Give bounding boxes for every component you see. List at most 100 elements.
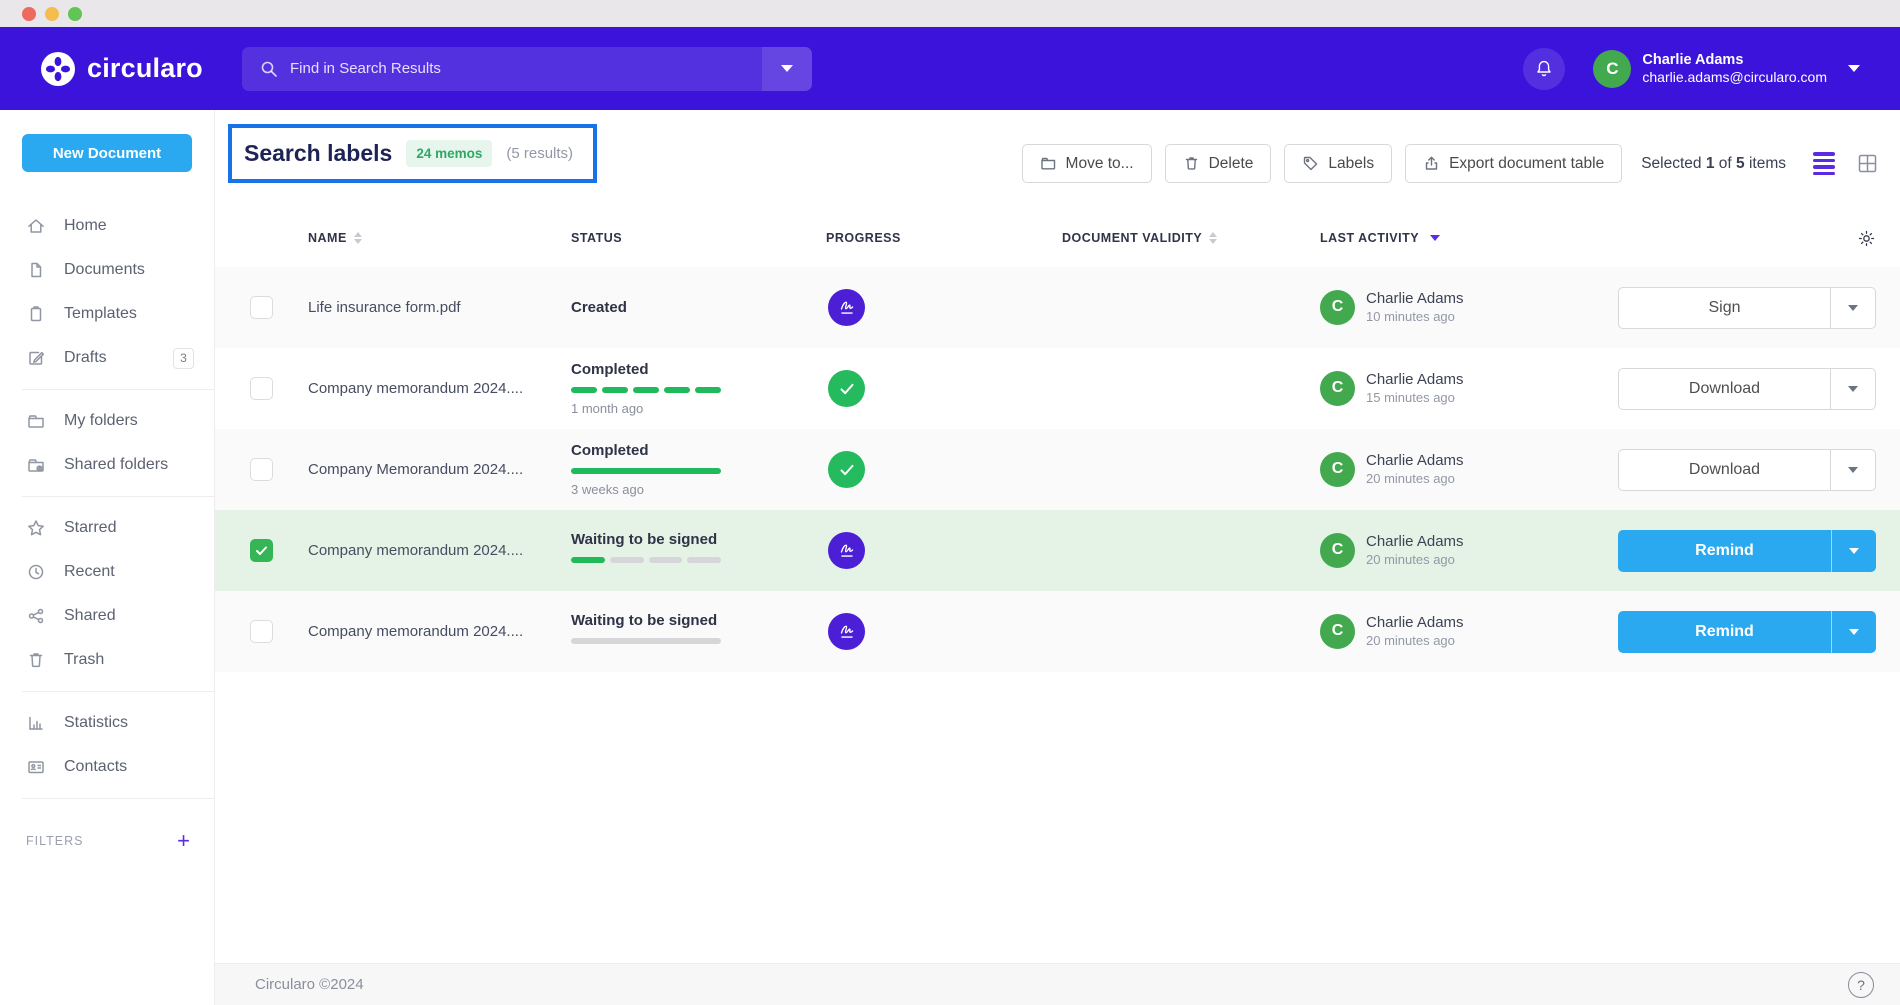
- user-name: Charlie Adams: [1642, 51, 1827, 69]
- table-row[interactable]: Company Memorandum 2024.... Completed 3 …: [215, 429, 1900, 510]
- row-checkbox[interactable]: [250, 296, 273, 319]
- sidebar-item-my-folders[interactable]: My folders: [0, 399, 214, 443]
- check-icon: [836, 378, 858, 400]
- row-action-label[interactable]: Remind: [1618, 530, 1831, 572]
- sidebar-item-label: Templates: [64, 305, 137, 323]
- list-view-toggle[interactable]: [1813, 152, 1835, 175]
- help-button[interactable]: ?: [1848, 972, 1874, 998]
- minimize-window-button[interactable]: [45, 7, 59, 21]
- activity-avatar: C: [1320, 452, 1355, 487]
- grid-view-toggle[interactable]: [1857, 153, 1878, 174]
- sidebar-divider: [22, 798, 214, 799]
- row-action-dropdown-caret[interactable]: [1831, 611, 1876, 653]
- folder-move-icon: [1040, 155, 1057, 172]
- signature-icon: [836, 540, 858, 562]
- sidebar-divider: [22, 389, 214, 390]
- row-action-button[interactable]: Sign: [1618, 287, 1876, 329]
- clock-icon: [26, 562, 46, 582]
- user-avatar: C: [1593, 50, 1631, 88]
- row-action-button[interactable]: Download: [1618, 449, 1876, 491]
- column-header-document-validity[interactable]: DOCUMENT VALIDITY: [1062, 231, 1320, 245]
- row-action-label[interactable]: Sign: [1619, 288, 1830, 328]
- document-name[interactable]: Company memorandum 2024....: [308, 542, 523, 559]
- sidebar-item-recent[interactable]: Recent: [0, 550, 214, 594]
- activity-time: 20 minutes ago: [1366, 633, 1464, 650]
- results-count: (5 results): [506, 145, 573, 162]
- add-filter-button[interactable]: +: [177, 830, 190, 852]
- progress-state-icon: [828, 532, 865, 569]
- sidebar-item-home[interactable]: Home: [0, 204, 214, 248]
- labels-button[interactable]: Labels: [1284, 144, 1392, 183]
- row-checkbox[interactable]: [250, 377, 273, 400]
- folder-icon: [26, 411, 46, 431]
- trash-icon: [26, 650, 46, 670]
- document-name[interactable]: Company memorandum 2024....: [308, 623, 523, 640]
- sort-icon: [354, 232, 362, 244]
- filters-section-label: FILTERS: [26, 834, 83, 848]
- brand-name: circularo: [87, 53, 203, 84]
- sidebar-item-drafts[interactable]: Drafts 3: [0, 336, 214, 380]
- row-checkbox[interactable]: [250, 620, 273, 643]
- row-action-dropdown-caret[interactable]: [1830, 288, 1875, 328]
- sidebar-item-shared-folders[interactable]: Shared folders: [0, 443, 214, 487]
- new-document-button[interactable]: New Document: [22, 134, 192, 172]
- row-checkbox[interactable]: [250, 458, 273, 481]
- sidebar-divider: [22, 691, 214, 692]
- row-action-button[interactable]: Remind: [1618, 611, 1876, 653]
- activity-avatar: C: [1320, 533, 1355, 568]
- row-action-button[interactable]: Download: [1618, 368, 1876, 410]
- copyright-text: Circularo ©2024: [255, 976, 364, 993]
- activity-time: 20 minutes ago: [1366, 552, 1464, 569]
- activity-user: Charlie Adams: [1366, 532, 1464, 552]
- sidebar-item-trash[interactable]: Trash: [0, 638, 214, 682]
- activity-user: Charlie Adams: [1366, 370, 1464, 390]
- table-row[interactable]: Life insurance form.pdf Created C Charli…: [215, 267, 1900, 348]
- column-header-name[interactable]: NAME: [308, 231, 571, 245]
- memos-count-badge: 24 memos: [406, 140, 492, 167]
- close-window-button[interactable]: [22, 7, 36, 21]
- sidebar-item-contacts[interactable]: Contacts: [0, 745, 214, 789]
- sidebar-item-label: My folders: [64, 412, 138, 430]
- progress-state-icon: [828, 613, 865, 650]
- sidebar-item-documents[interactable]: Documents: [0, 248, 214, 292]
- status-text: Waiting to be signed: [571, 531, 826, 548]
- sidebar-item-shared[interactable]: Shared: [0, 594, 214, 638]
- sidebar-item-statistics[interactable]: Statistics: [0, 701, 214, 745]
- global-search: [242, 47, 812, 91]
- document-name[interactable]: Life insurance form.pdf: [308, 299, 461, 316]
- sidebar-item-label: Starred: [64, 519, 116, 537]
- sidebar: New Document Home Documents Templates Dr…: [0, 110, 215, 1005]
- sidebar-item-starred[interactable]: Starred: [0, 506, 214, 550]
- table-row[interactable]: Company memorandum 2024.... Completed 1 …: [215, 348, 1900, 429]
- user-menu[interactable]: C Charlie Adams charlie.adams@circularo.…: [1593, 50, 1860, 88]
- delete-button[interactable]: Delete: [1165, 144, 1272, 183]
- table-row[interactable]: Company memorandum 2024.... Waiting to b…: [215, 510, 1900, 591]
- document-name[interactable]: Company memorandum 2024....: [308, 380, 523, 397]
- row-action-dropdown-caret[interactable]: [1831, 530, 1876, 572]
- app-logo[interactable]: circularo: [40, 51, 220, 87]
- search-input[interactable]: [290, 60, 762, 77]
- activity-avatar: C: [1320, 290, 1355, 325]
- row-action-button[interactable]: Remind: [1618, 530, 1876, 572]
- table-row[interactable]: Company memorandum 2024.... Waiting to b…: [215, 591, 1900, 672]
- move-to-button[interactable]: Move to...: [1022, 144, 1152, 183]
- sidebar-item-templates[interactable]: Templates: [0, 292, 214, 336]
- sidebar-item-label: Statistics: [64, 714, 128, 732]
- zoom-window-button[interactable]: [68, 7, 82, 21]
- signature-icon: [836, 621, 858, 643]
- row-action-label[interactable]: Download: [1619, 450, 1830, 490]
- column-header-last-activity[interactable]: LAST ACTIVITY: [1320, 231, 1618, 245]
- row-action-label[interactable]: Remind: [1618, 611, 1831, 653]
- row-checkbox[interactable]: [250, 539, 273, 562]
- document-icon: [26, 260, 46, 280]
- row-action-dropdown-caret[interactable]: [1830, 369, 1875, 409]
- table-settings-gear-icon[interactable]: [1857, 229, 1876, 248]
- document-name[interactable]: Company Memorandum 2024....: [308, 461, 523, 478]
- row-action-label[interactable]: Download: [1619, 369, 1830, 409]
- notifications-button[interactable]: [1523, 48, 1565, 90]
- bar-chart-icon: [26, 713, 46, 733]
- row-action-dropdown-caret[interactable]: [1830, 450, 1875, 490]
- export-document-table-button[interactable]: Export document table: [1405, 144, 1622, 183]
- search-options-caret[interactable]: [762, 47, 812, 91]
- star-icon: [26, 518, 46, 538]
